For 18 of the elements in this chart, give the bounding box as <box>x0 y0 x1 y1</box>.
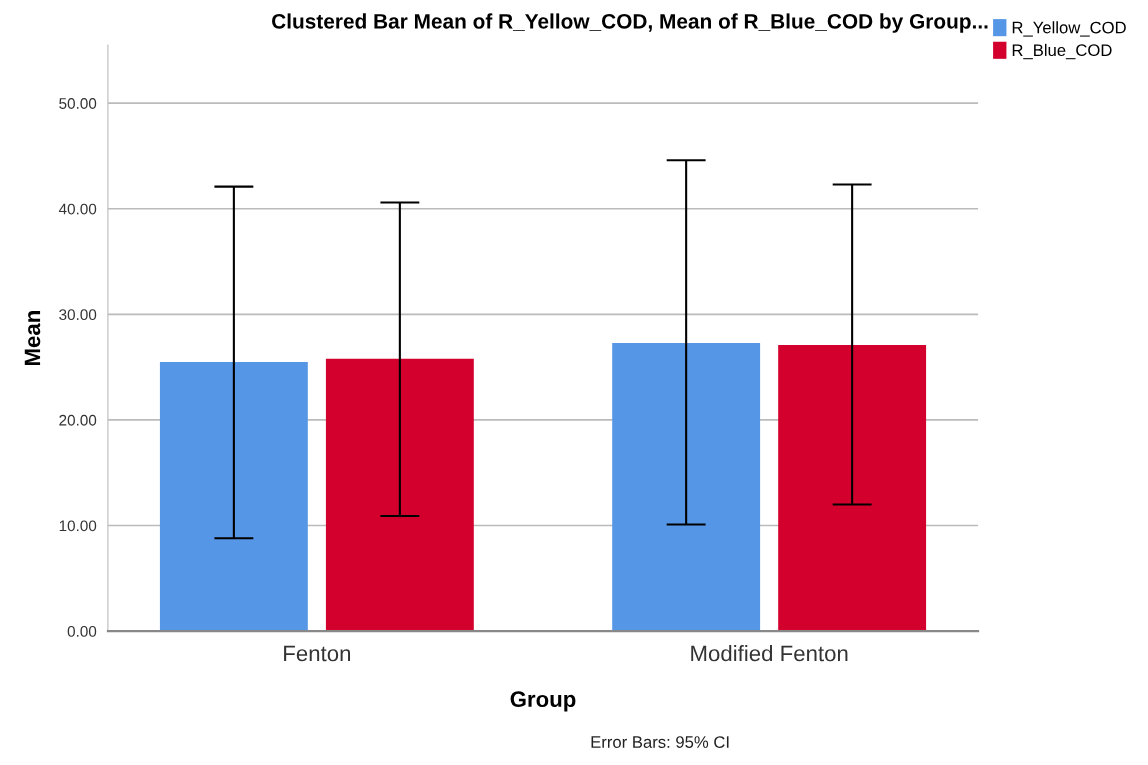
y-tick-label: 10.00 <box>59 520 97 532</box>
bar <box>778 344 927 632</box>
y-tick-label: 20.00 <box>59 414 97 426</box>
y-tick-label: 30.00 <box>59 309 97 321</box>
y-tick-label: 0.00 <box>67 625 97 637</box>
legend-label: R_Blue_COD <box>1012 43 1112 60</box>
y-tick-label: 50.00 <box>59 98 97 109</box>
y-axis-title: Mean <box>24 311 41 366</box>
legend-label: R_Yellow_COD <box>1012 21 1126 37</box>
text: Error Bars: 95% CI <box>591 736 729 748</box>
bar <box>612 342 761 632</box>
chart-title: Clustered Bar Mean of R_Yellow_COD, Mean of R_Blue_COD by Group... <box>272 13 988 33</box>
x-tick-label: Fenton <box>284 645 351 662</box>
bar <box>159 361 308 632</box>
y-tick-label: 40.00 <box>58 203 97 215</box>
x-axis-title: Group <box>510 691 576 712</box>
bar <box>325 358 474 632</box>
x-tick-label: Modified Fenton <box>691 645 848 662</box>
